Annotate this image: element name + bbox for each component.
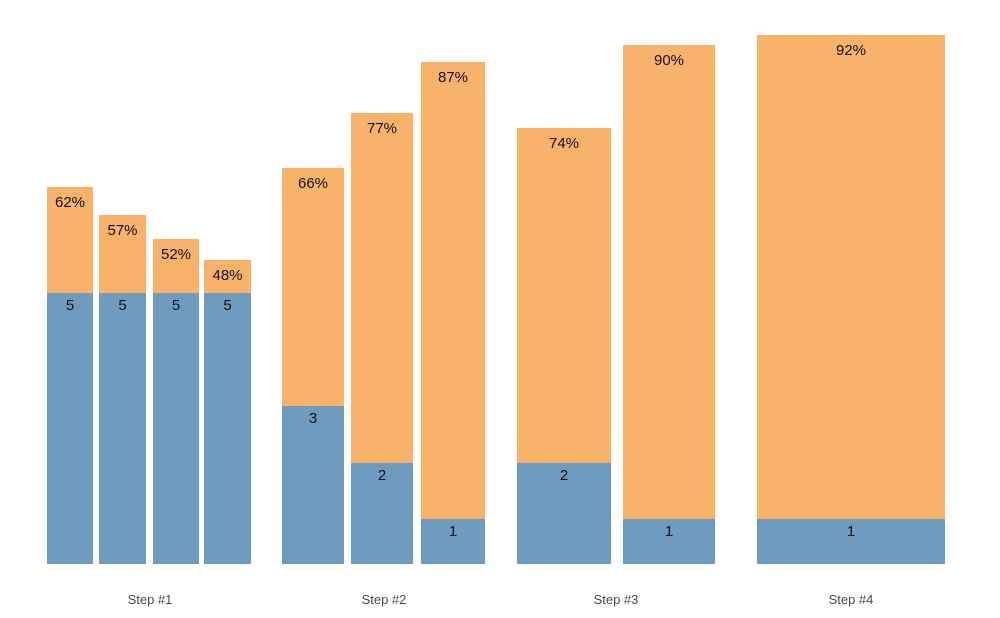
bar-top-segment: 77%: [351, 113, 413, 463]
bar-top-segment: 48%: [204, 260, 251, 293]
count-label: 5: [223, 297, 232, 314]
bar-top-segment: 90%: [623, 45, 715, 519]
bar-top-segment: 66%: [282, 168, 344, 406]
bar-bottom-segment: 5: [99, 293, 146, 564]
bar-bottom-segment: 2: [351, 463, 413, 564]
bar-top-segment: 52%: [153, 239, 199, 293]
x-axis-group-label: Step #2: [361, 592, 407, 607]
x-axis-group-label: Step #4: [828, 592, 874, 607]
bar-top-segment: 92%: [757, 35, 945, 519]
bar-top-segment: 87%: [421, 62, 485, 519]
count-label: 5: [171, 297, 181, 314]
count-label: 1: [846, 523, 856, 540]
bar-top-segment: 62%: [47, 187, 93, 293]
count-label: 2: [377, 467, 387, 484]
percent-label: 74%: [548, 135, 580, 152]
bar-bottom-segment: 5: [47, 293, 93, 564]
bar-bottom-segment: 3: [282, 406, 344, 564]
percent-label: 62%: [54, 194, 86, 211]
x-axis-group-label: Step #3: [593, 592, 639, 607]
count-label: 1: [664, 523, 674, 540]
bar-top-segment: 57%: [99, 215, 146, 293]
percent-label: 52%: [160, 246, 192, 263]
bar-bottom-segment: 5: [153, 293, 199, 564]
count-label: 2: [559, 467, 569, 484]
count-label: 1: [448, 523, 458, 540]
percent-label: 48%: [212, 267, 243, 284]
bar-bottom-segment: 1: [623, 519, 715, 564]
count-label: 3: [308, 410, 318, 427]
percent-label: 92%: [835, 42, 867, 59]
percent-label: 57%: [107, 222, 138, 239]
bar-bottom-segment: 1: [757, 519, 945, 564]
count-label: 5: [65, 297, 75, 314]
bar-bottom-segment: 1: [421, 519, 485, 564]
count-label: 5: [118, 297, 127, 314]
bar-top-segment: 74%: [517, 128, 611, 463]
bar-bottom-segment: 2: [517, 463, 611, 564]
percent-label: 87%: [437, 69, 469, 86]
bar-bottom-segment: 5: [204, 293, 251, 564]
percent-label: 77%: [366, 120, 398, 137]
percent-label: 66%: [297, 175, 329, 192]
percent-label: 90%: [653, 52, 685, 69]
x-axis-group-label: Step #1: [127, 592, 173, 607]
